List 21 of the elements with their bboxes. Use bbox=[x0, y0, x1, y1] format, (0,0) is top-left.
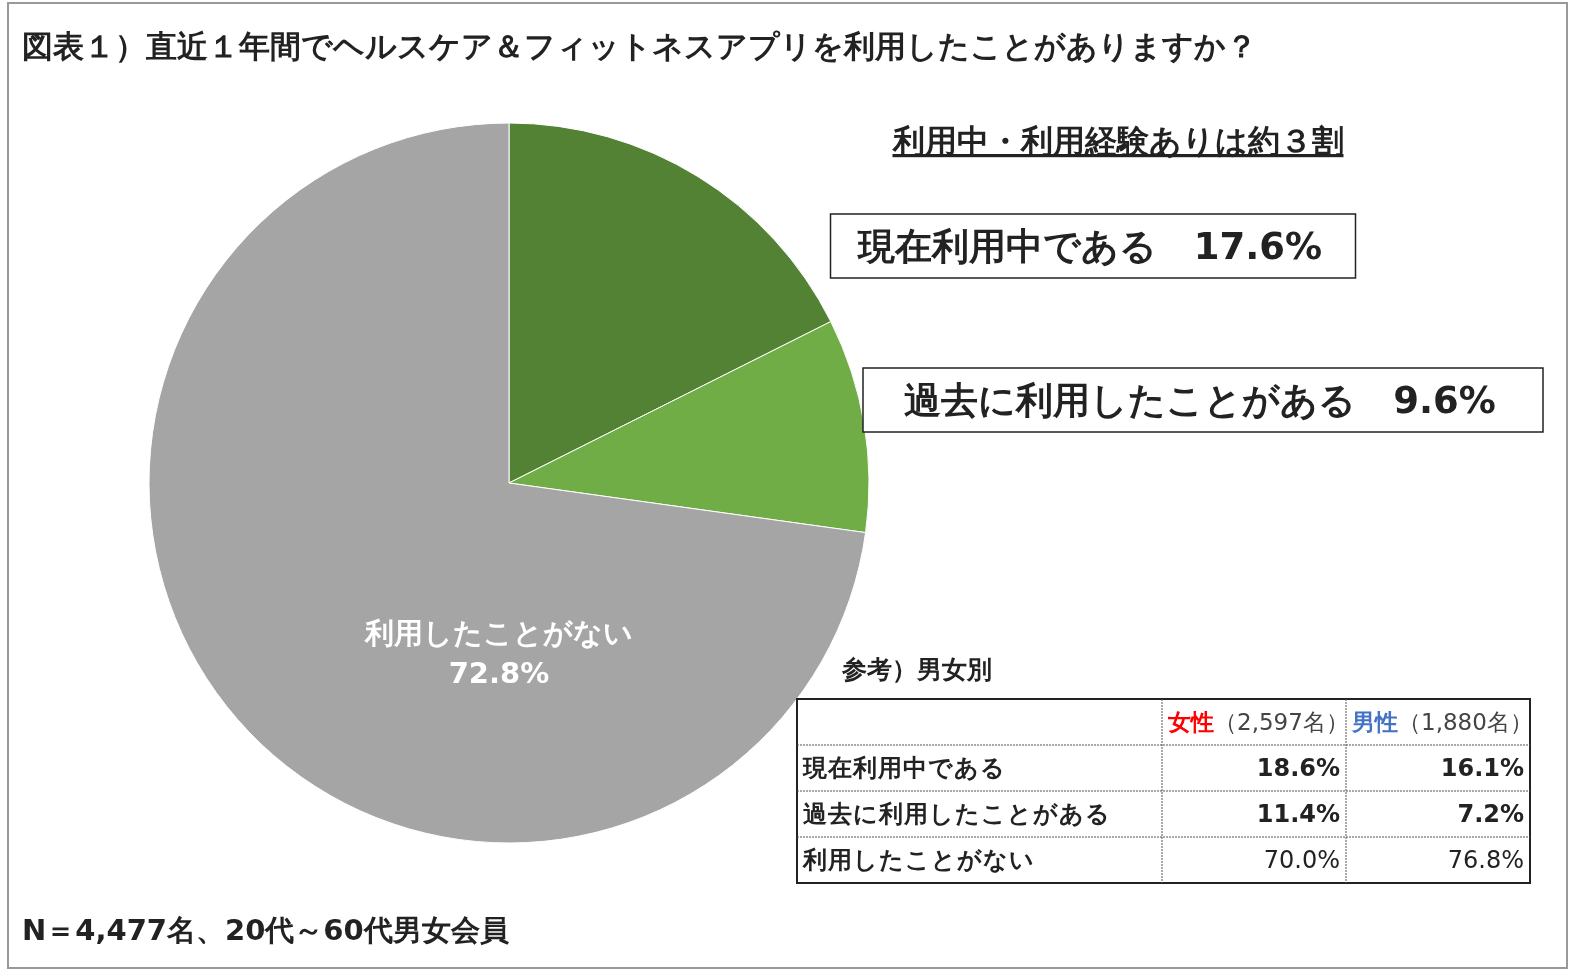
text: 76.8% bbox=[1447, 846, 1524, 874]
text: 16.1% bbox=[1440, 754, 1524, 782]
text: （1,880名） bbox=[1398, 709, 1533, 735]
text: 現在利用中である bbox=[802, 754, 1006, 782]
text: 参考）男女別 bbox=[841, 655, 992, 684]
text: 過去に利用したことがある bbox=[803, 800, 1111, 828]
slice-label: 現在利用中である 17.6% bbox=[855, 225, 1323, 268]
text: 利用したことがない bbox=[802, 846, 1035, 874]
text: （2,597名） bbox=[1214, 709, 1349, 735]
slice-label: 利用したことがない bbox=[364, 616, 633, 650]
text: N＝4,477名、20代～60代男女会員 bbox=[22, 913, 509, 947]
text: 男性 bbox=[1351, 709, 1398, 735]
text: 11.4% bbox=[1256, 800, 1340, 828]
text: 7.2% bbox=[1457, 800, 1524, 828]
chart-title: 図表１）直近１年間でヘルスケア＆フィットネスアプリを利用したことがありますか？ bbox=[22, 28, 1257, 64]
chart-subtitle: 利用中・利用経験ありは約３割 bbox=[890, 122, 1344, 160]
text: 18.6% bbox=[1256, 754, 1340, 782]
slice-label: 過去に利用したことがある 9.6% bbox=[904, 379, 1496, 422]
text: 70.0% bbox=[1263, 846, 1340, 874]
text: 女性 bbox=[1167, 709, 1214, 735]
data-label: 72.8% bbox=[448, 656, 550, 690]
